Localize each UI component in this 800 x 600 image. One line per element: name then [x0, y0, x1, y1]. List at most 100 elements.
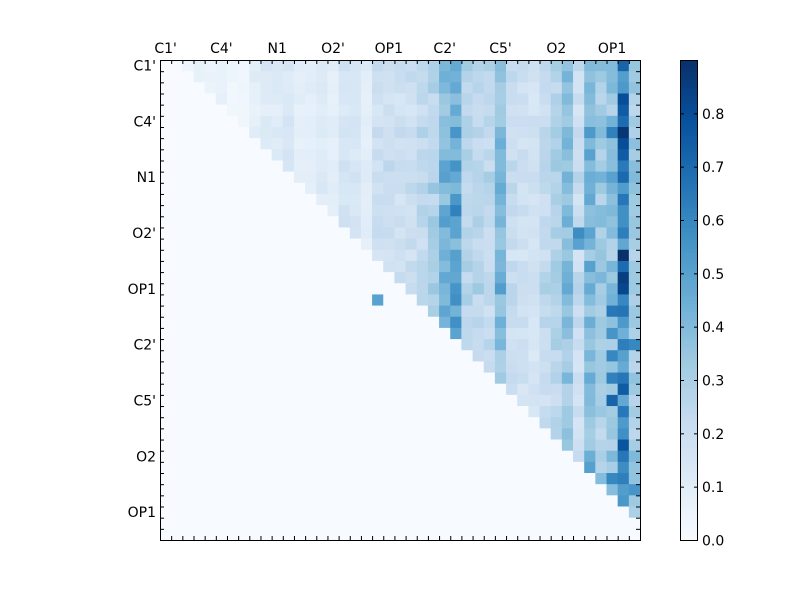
heatmap-cell: [606, 361, 619, 373]
heatmap-cell: [461, 149, 473, 161]
heatmap-cell: [215, 495, 228, 507]
heatmap-cell: [472, 495, 485, 507]
heatmap-cell: [271, 450, 284, 463]
heatmap-cell: [215, 406, 228, 418]
heatmap-cell: [595, 495, 607, 507]
heatmap-cell: [517, 238, 529, 251]
heatmap-cell: [606, 104, 619, 117]
heatmap-cell: [573, 149, 585, 161]
heatmap-cell: [450, 361, 462, 373]
heatmap-cell: [405, 193, 418, 206]
heatmap-cell: [528, 126, 540, 139]
heatmap-cell: [617, 71, 630, 83]
heatmap-cell: [472, 115, 485, 128]
heatmap-cell: [182, 506, 194, 519]
heatmap-cell: [394, 495, 406, 507]
heatmap-cell: [394, 506, 406, 519]
heatmap-cell: [215, 104, 228, 117]
heatmap-cell: [472, 305, 485, 318]
heatmap-cell: [238, 216, 250, 228]
heatmap-cell: [305, 394, 317, 407]
heatmap-cell: [416, 394, 429, 407]
colorbar-segment: [680, 400, 697, 405]
heatmap-cell: [204, 149, 217, 161]
heatmap-cell: [372, 316, 384, 329]
heatmap-cell: [439, 394, 451, 407]
heatmap-cell: [584, 272, 596, 284]
heatmap-cell: [249, 238, 261, 251]
heatmap-cell: [271, 439, 284, 452]
heatmap-cell: [550, 372, 563, 385]
heatmap-cell: [171, 417, 183, 429]
heatmap-cell: [316, 327, 328, 340]
heatmap-cell: [383, 115, 395, 128]
heatmap-cell: [238, 82, 250, 94]
heatmap-cell: [461, 339, 473, 351]
heatmap-cell: [450, 294, 462, 306]
heatmap-cell: [617, 294, 630, 306]
heatmap-cell: [204, 93, 217, 106]
heatmap-cell: [226, 227, 239, 239]
heatmap-cell: [338, 495, 351, 507]
heatmap-cell: [160, 383, 172, 396]
heatmap-cell: [293, 60, 306, 72]
heatmap-cell: [160, 439, 172, 452]
heatmap-cell: [349, 339, 362, 351]
heatmap-cell: [316, 305, 328, 318]
heatmap-cell: [494, 406, 507, 418]
heatmap-cell: [282, 171, 295, 184]
heatmap-cell: [182, 272, 194, 284]
heatmap-cell: [338, 383, 351, 396]
heatmap-cell: [405, 283, 418, 295]
heatmap-cell: [416, 439, 429, 452]
heatmap-cell: [506, 450, 518, 463]
heatmap-cell: [372, 450, 384, 463]
heatmap-cell: [316, 283, 328, 295]
heatmap-cell: [628, 193, 641, 206]
heatmap-cell: [573, 372, 585, 385]
heatmap-cell: [316, 93, 328, 106]
heatmap-cell: [416, 428, 429, 440]
heatmap-cell: [394, 473, 406, 485]
heatmap-cell: [171, 93, 183, 106]
heatmap-cell: [517, 115, 529, 128]
heatmap-cell: [517, 450, 529, 463]
heatmap-cell: [517, 205, 529, 217]
heatmap-cell: [282, 149, 295, 161]
heatmap-cell: [606, 350, 619, 362]
heatmap-cell: [271, 160, 284, 173]
heatmap-cell: [550, 71, 563, 83]
heatmap-cell: [573, 104, 585, 117]
heatmap-cell: [316, 60, 328, 72]
heatmap-cell: [282, 104, 295, 117]
heatmap-cell: [160, 227, 172, 239]
heatmap-cell: [215, 193, 228, 206]
heatmap-cell: [316, 227, 328, 239]
heatmap-cell: [573, 238, 585, 251]
heatmap-cell: [550, 227, 563, 239]
heatmap-cell: [628, 93, 641, 106]
heatmap-cell: [327, 227, 339, 239]
heatmap-cell: [204, 439, 217, 452]
heatmap-cell: [215, 216, 228, 228]
heatmap-cell: [160, 104, 172, 117]
heatmap-cell: [327, 473, 339, 485]
heatmap-cell: [372, 372, 384, 385]
heatmap-cell: [249, 339, 261, 351]
heatmap-cell: [416, 216, 429, 228]
heatmap-cell: [182, 417, 194, 429]
heatmap-cell: [372, 428, 384, 440]
heatmap-cell: [349, 450, 362, 463]
heatmap-cell: [215, 249, 228, 262]
heatmap-cell: [293, 428, 306, 440]
colorbar-segment: [680, 140, 697, 145]
heatmap-cell: [160, 495, 172, 507]
heatmap-cell: [394, 182, 406, 195]
heatmap-cell: [182, 394, 194, 407]
colorbar-segment: [680, 120, 697, 125]
heatmap-cell: [416, 138, 429, 150]
colorbar-segment: [680, 288, 697, 293]
heatmap-cell: [472, 82, 485, 94]
heatmap-cell: [416, 528, 429, 541]
heatmap-cell: [204, 383, 217, 396]
